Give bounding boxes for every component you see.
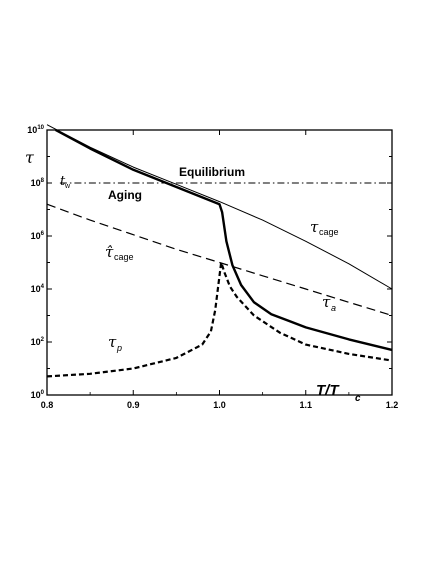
y-tick-label-3: 106 [31, 231, 45, 241]
label-tw: t w [60, 174, 71, 190]
x-tick-label-2: 1.0 [213, 400, 226, 410]
x-tick-label-0: 0.8 [41, 400, 54, 410]
label-tw-base: t [60, 174, 66, 189]
series-group [46, 124, 393, 378]
label-tw-sub: w [64, 183, 71, 190]
label-tau-cage-hat-base: τ̂ [105, 243, 114, 261]
series-line-tau_cage_hat [46, 203, 393, 317]
label-tau-cage-sub: cage [319, 227, 339, 237]
label-tau-p: τ p [108, 333, 122, 353]
label-tau-a-sub: a [331, 303, 336, 313]
x-tick-label-3: 1.1 [299, 400, 312, 410]
y-tick-label-0: 100 [31, 390, 45, 400]
annotation-equilibrium: Equilibrium [179, 165, 245, 179]
x-axis-title-sub: c [355, 393, 361, 404]
label-tau-a-base: τ [322, 293, 331, 311]
label-tau-cage: τ cage [310, 218, 339, 237]
series-line-tau_p [46, 261, 393, 378]
label-tau-cage-base: τ [310, 218, 319, 236]
y-axis-title: τ [25, 148, 35, 167]
y-tick-label-2: 104 [31, 284, 45, 294]
y-tick-label-4: 108 [31, 178, 45, 188]
x-axis-title-main: T/T [316, 382, 340, 399]
label-tau-p-sub: p [116, 343, 122, 353]
label-tau-p-base: τ [108, 333, 117, 351]
x-tick-label-1: 0.9 [127, 400, 140, 410]
x-tick-label-4: 1.2 [386, 400, 399, 410]
series-line-tau_a [55, 128, 393, 352]
annotation-aging: Aging [108, 188, 142, 202]
y-tick-label-5: 1010 [27, 125, 44, 135]
x-axis-title: T/T c [316, 382, 361, 404]
label-tau-cage-hat-sub: cage [114, 252, 134, 262]
label-tau-cage-hat: τ̂ cage [105, 243, 134, 262]
y-tick-label-1: 102 [31, 337, 45, 347]
label-tau-a: τ a [322, 293, 336, 313]
tick-labels: 0.8 0.9 1.0 1.1 1.2 100 102 104 106 108 1010 [27, 125, 398, 410]
series-line-tau_cage [46, 124, 393, 290]
